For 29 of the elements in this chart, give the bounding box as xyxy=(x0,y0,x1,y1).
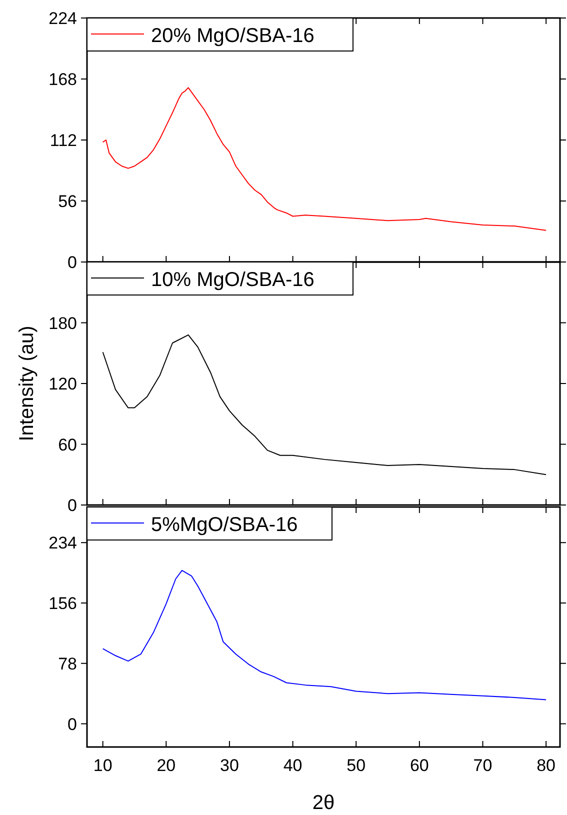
x-tick-label: 40 xyxy=(283,756,302,775)
legend-label: 20% MgO/SBA-16 xyxy=(151,25,314,47)
x-tick-label: 60 xyxy=(410,756,429,775)
x-axis-title: 2θ xyxy=(312,792,335,814)
y-tick-label: 156 xyxy=(48,594,77,613)
x-tick-label: 30 xyxy=(220,756,239,775)
y-tick-label: 0 xyxy=(68,714,77,734)
legend-label: 5%MgO/SBA-16 xyxy=(151,514,298,536)
x-tick-label: 10 xyxy=(93,756,112,775)
y-tick-label: 78 xyxy=(58,654,77,674)
line-series xyxy=(102,87,547,231)
y-tick-label: 180 xyxy=(48,314,77,333)
y-tick-label: 120 xyxy=(48,374,77,394)
y-tick-label: 0 xyxy=(68,253,77,272)
y-tick-label: 0 xyxy=(68,496,77,515)
y-tick-label: 60 xyxy=(58,435,77,454)
line-series xyxy=(102,570,547,700)
legend-label: 10% MgO/SBA-16 xyxy=(151,269,314,291)
y-tick-label: 224 xyxy=(48,9,77,28)
y-tick-label: 112 xyxy=(50,131,77,150)
x-tick-label: 80 xyxy=(536,756,556,775)
x-tick-label: 50 xyxy=(346,756,366,775)
line-series xyxy=(102,334,547,476)
y-tick-label: 168 xyxy=(48,70,77,89)
x-tick-label: 20 xyxy=(156,756,176,775)
y-axis-title: Intensity (au) xyxy=(16,326,38,442)
y-tick-label: 234 xyxy=(48,534,77,553)
x-tick-label: 70 xyxy=(473,756,492,775)
y-tick-label: 56 xyxy=(58,192,77,211)
